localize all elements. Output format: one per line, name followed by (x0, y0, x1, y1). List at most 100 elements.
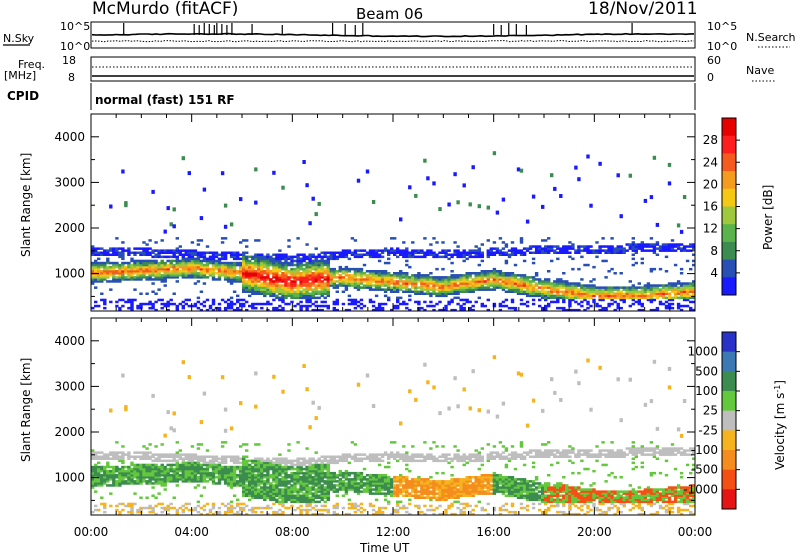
velocity-cell (91, 467, 95, 471)
power-cell (692, 292, 696, 295)
power-cell (220, 241, 225, 244)
power-cell (196, 265, 201, 269)
velocity-cell (326, 494, 330, 497)
power-cell (522, 302, 527, 306)
power-cell (341, 253, 346, 256)
power-cell (293, 280, 297, 283)
velocity-cell (229, 500, 234, 504)
velocity-cell (196, 478, 201, 481)
velocity-cell (103, 502, 107, 506)
power-cell (100, 272, 104, 275)
power-cell (556, 247, 560, 250)
velocity-cell (362, 457, 367, 460)
power-cell (519, 280, 524, 283)
velocity-cell (121, 502, 125, 506)
velocity-cell (166, 506, 170, 510)
power-cell (166, 276, 170, 279)
power-cell (290, 284, 294, 287)
power-cell (380, 284, 385, 287)
velocity-cell (344, 469, 349, 473)
power-cell (414, 288, 418, 291)
power-cell (190, 261, 195, 265)
velocity-cell (217, 482, 222, 485)
velocity-cell (302, 467, 306, 471)
power-cell (465, 300, 469, 304)
velocity-cell (344, 492, 349, 495)
velocity-cell (136, 463, 140, 467)
velocity-cell (293, 484, 297, 487)
power-cell (127, 261, 131, 265)
power-cell (646, 294, 651, 298)
power-cell (383, 274, 388, 277)
power-cell (667, 245, 672, 248)
velocity-cell (281, 488, 285, 491)
power-cell (281, 286, 285, 289)
velocity-cell (115, 469, 119, 473)
power-cell (628, 290, 632, 293)
power-cell (124, 201, 128, 206)
power-cell (190, 267, 195, 271)
power-cell (106, 261, 110, 265)
velocity-cell (169, 463, 173, 467)
velocity-cell (311, 488, 315, 491)
velocity-cell (311, 463, 315, 467)
power-cell (652, 243, 657, 246)
power-cell (462, 308, 466, 312)
velocity-cell (242, 484, 246, 487)
velocity-cell (323, 482, 327, 485)
velocity-cell (112, 455, 116, 458)
power-cell (254, 286, 258, 289)
power-cell (193, 263, 198, 267)
power-cell (157, 253, 161, 256)
velocity-cell (365, 478, 370, 481)
power-cell (598, 251, 602, 254)
power-cell (296, 257, 300, 261)
power-cell (302, 276, 306, 279)
velocity-cell (296, 482, 300, 485)
power-cell (263, 292, 267, 295)
power-cell (468, 251, 472, 254)
power-cell (223, 251, 228, 254)
velocity-cell (181, 457, 185, 460)
power-cell (142, 247, 146, 250)
power-cell (287, 294, 291, 298)
velocity-cell (347, 486, 352, 489)
power-cell (109, 253, 113, 256)
power-cell (272, 265, 276, 269)
velocity-cell (308, 474, 312, 477)
power-cell (266, 272, 270, 275)
velocity-cell (160, 474, 164, 477)
power-cell (275, 255, 279, 259)
power-cell (293, 284, 297, 287)
power-cell (429, 276, 433, 279)
power-cell (519, 251, 524, 254)
power-cell (296, 292, 300, 295)
power-cell (507, 282, 512, 285)
power-cell (468, 288, 472, 291)
velocity-cell (199, 457, 204, 460)
power-cell (260, 282, 264, 285)
velocity-cell (121, 476, 125, 479)
power-cell (115, 263, 119, 267)
power-cell (692, 243, 696, 246)
velocity-cell (139, 476, 143, 479)
power-cell (263, 265, 267, 269)
velocity-cell (359, 478, 364, 481)
power-cell (682, 245, 687, 248)
power-cell (314, 267, 318, 271)
velocity-cell (94, 484, 98, 487)
velocity-cell (278, 488, 282, 491)
power-cell (245, 288, 249, 291)
power-cell (646, 286, 651, 289)
velocity-cell (187, 469, 191, 473)
power-cell (477, 286, 481, 289)
velocity-cell (118, 476, 122, 479)
cpid-label: CPID (7, 89, 39, 103)
power-cell (284, 290, 288, 293)
power-cell (504, 276, 509, 279)
power-cell (266, 261, 270, 265)
power-cell (374, 294, 379, 298)
velocity-cell (145, 471, 149, 475)
power-cell (673, 249, 678, 252)
power-cell (432, 290, 436, 293)
